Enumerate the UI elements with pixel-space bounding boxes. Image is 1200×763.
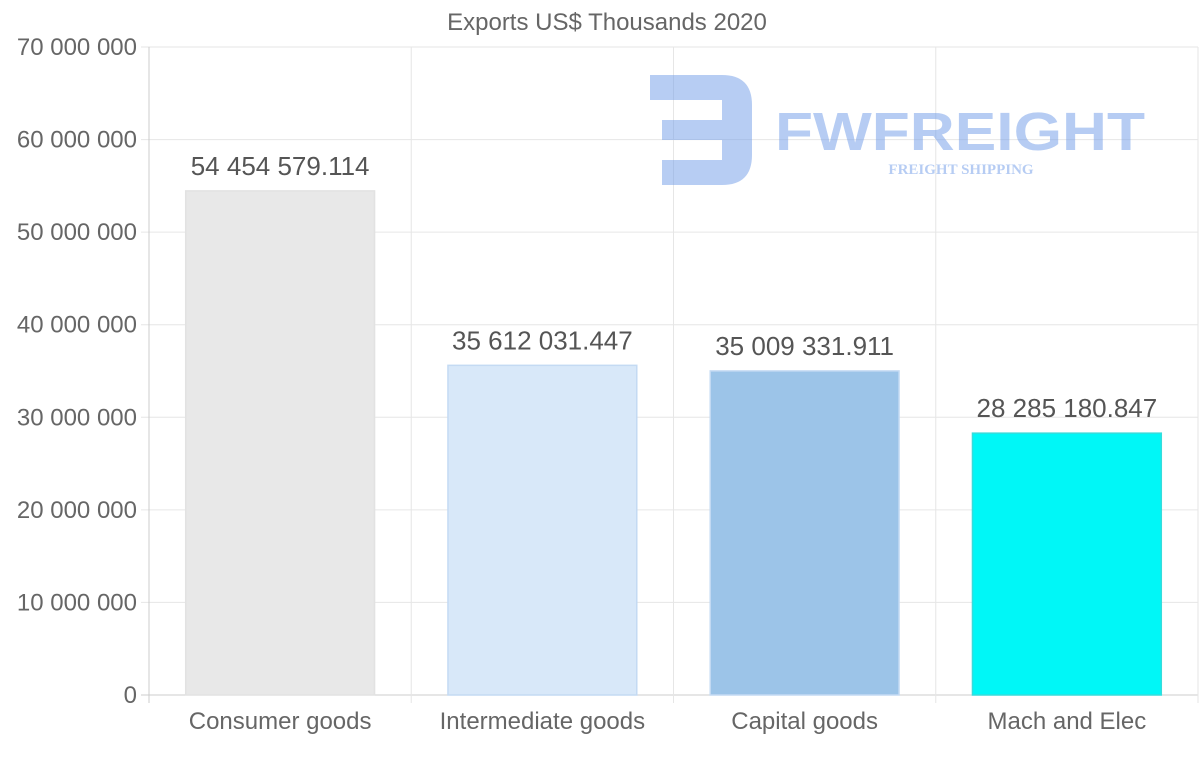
bar <box>447 364 638 696</box>
bar <box>709 370 900 696</box>
bar <box>971 432 1163 696</box>
chart-title: Exports US$ Thousands 2020 <box>447 9 767 36</box>
x-tick-label: Capital goods <box>731 708 878 735</box>
x-tick-label: Mach and Elec <box>987 708 1146 735</box>
fwfreight-watermark: FWFREIGHT FREIGHT SHIPPING <box>650 75 1145 185</box>
y-axis: 0 10 000 000 20 000 000 30 000 000 40 000 00… <box>17 34 137 709</box>
y-tick-label: 70 000 000 <box>17 34 137 61</box>
bar-value-label: 35 009 331.911 <box>715 331 894 361</box>
bars <box>184 190 1163 696</box>
y-tick-label: 10 000 000 <box>17 589 137 616</box>
y-tick-label: 50 000 000 <box>17 219 137 246</box>
bar-value-label: 54 454 579.114 <box>191 151 370 181</box>
y-tick-label: 60 000 000 <box>17 127 137 154</box>
x-tick-label: Intermediate goods <box>440 708 645 735</box>
x-axis: Consumer goods Intermediate goods Capital … <box>189 708 1147 735</box>
data-labels: 54 454 579.114 35 612 031.447 35 009 331.9… <box>191 151 1158 423</box>
bar-value-label: 28 285 180.847 <box>977 393 1158 423</box>
y-tick-label: 0 <box>124 682 137 709</box>
x-tick-label: Consumer goods <box>189 708 372 735</box>
y-tick-label: 20 000 000 <box>17 497 137 524</box>
y-tick-label: 30 000 000 <box>17 404 137 431</box>
y-tick-label: 40 000 000 <box>17 312 137 339</box>
watermark-tagline: FREIGHT SHIPPING <box>888 162 1033 178</box>
watermark-brand: FWFREIGHT <box>775 102 1145 162</box>
bar <box>184 190 376 696</box>
bar-value-label: 35 612 031.447 <box>452 325 633 355</box>
fwfreight-logo-icon <box>650 75 752 185</box>
